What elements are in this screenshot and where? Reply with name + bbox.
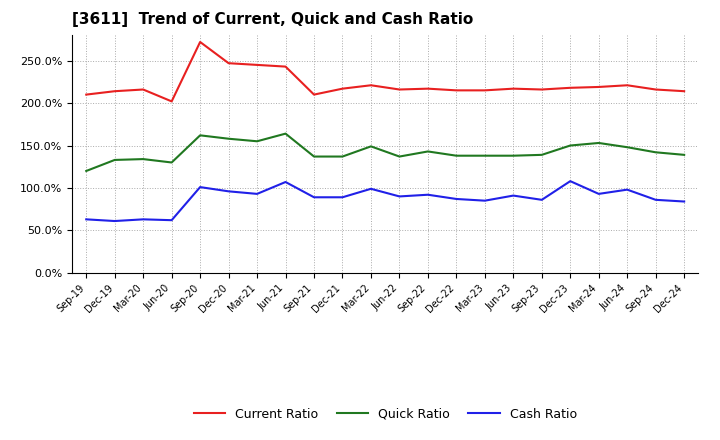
Cash Ratio	[225, 189, 233, 194]
Quick Ratio	[537, 152, 546, 158]
Quick Ratio	[225, 136, 233, 141]
Quick Ratio	[282, 131, 290, 136]
Quick Ratio	[509, 153, 518, 158]
Cash Ratio	[595, 191, 603, 197]
Quick Ratio	[595, 140, 603, 146]
Current Ratio	[225, 61, 233, 66]
Cash Ratio	[537, 197, 546, 202]
Quick Ratio	[310, 154, 318, 159]
Cash Ratio	[338, 194, 347, 200]
Quick Ratio	[253, 139, 261, 144]
Cash Ratio	[623, 187, 631, 192]
Cash Ratio	[680, 199, 688, 204]
Current Ratio	[537, 87, 546, 92]
Cash Ratio	[566, 179, 575, 184]
Quick Ratio	[623, 145, 631, 150]
Cash Ratio	[509, 193, 518, 198]
Current Ratio	[423, 86, 432, 92]
Current Ratio	[338, 86, 347, 92]
Current Ratio	[652, 87, 660, 92]
Quick Ratio	[167, 160, 176, 165]
Current Ratio	[310, 92, 318, 97]
Cash Ratio	[253, 191, 261, 197]
Legend: Current Ratio, Quick Ratio, Cash Ratio: Current Ratio, Quick Ratio, Cash Ratio	[189, 403, 582, 425]
Current Ratio	[480, 88, 489, 93]
Quick Ratio	[423, 149, 432, 154]
Line: Cash Ratio: Cash Ratio	[86, 181, 684, 221]
Cash Ratio	[196, 184, 204, 190]
Line: Quick Ratio: Quick Ratio	[86, 134, 684, 171]
Cash Ratio	[139, 216, 148, 222]
Quick Ratio	[680, 152, 688, 158]
Current Ratio	[680, 88, 688, 94]
Quick Ratio	[82, 169, 91, 174]
Current Ratio	[110, 88, 119, 94]
Cash Ratio	[395, 194, 404, 199]
Cash Ratio	[82, 216, 91, 222]
Current Ratio	[253, 62, 261, 67]
Current Ratio	[509, 86, 518, 92]
Quick Ratio	[566, 143, 575, 148]
Cash Ratio	[167, 217, 176, 223]
Quick Ratio	[196, 133, 204, 138]
Text: [3611]  Trend of Current, Quick and Cash Ratio: [3611] Trend of Current, Quick and Cash …	[72, 12, 473, 27]
Quick Ratio	[452, 153, 461, 158]
Current Ratio	[366, 83, 375, 88]
Quick Ratio	[338, 154, 347, 159]
Cash Ratio	[310, 194, 318, 200]
Quick Ratio	[395, 154, 404, 159]
Quick Ratio	[366, 144, 375, 149]
Cash Ratio	[366, 186, 375, 191]
Current Ratio	[623, 83, 631, 88]
Cash Ratio	[652, 197, 660, 202]
Cash Ratio	[282, 180, 290, 185]
Quick Ratio	[139, 157, 148, 162]
Cash Ratio	[452, 196, 461, 202]
Current Ratio	[196, 39, 204, 44]
Cash Ratio	[110, 218, 119, 224]
Current Ratio	[139, 87, 148, 92]
Cash Ratio	[480, 198, 489, 203]
Cash Ratio	[423, 192, 432, 198]
Current Ratio	[595, 84, 603, 90]
Current Ratio	[452, 88, 461, 93]
Current Ratio	[395, 87, 404, 92]
Line: Current Ratio: Current Ratio	[86, 42, 684, 101]
Current Ratio	[167, 99, 176, 104]
Quick Ratio	[652, 150, 660, 155]
Current Ratio	[282, 64, 290, 69]
Current Ratio	[82, 92, 91, 97]
Quick Ratio	[480, 153, 489, 158]
Current Ratio	[566, 85, 575, 91]
Quick Ratio	[110, 157, 119, 162]
